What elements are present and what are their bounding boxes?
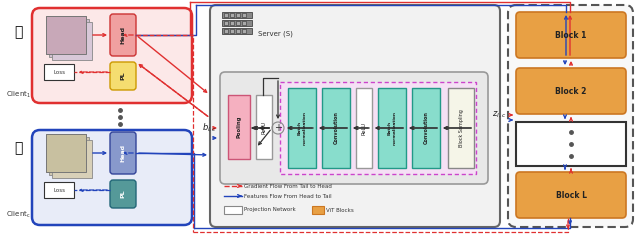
Bar [224,206,242,214]
Bar [242,21,246,25]
Text: Head: Head [120,144,125,162]
Text: 🏥: 🏥 [14,25,22,39]
Bar [222,28,252,34]
Text: 🏥: 🏥 [14,141,22,155]
Text: Server (S): Server (S) [258,31,293,37]
Text: $b_{l,c}$: $b_{l,c}$ [202,122,217,134]
Bar [52,22,92,60]
Text: Block 1: Block 1 [556,30,587,39]
Bar [230,21,234,25]
Bar [222,12,252,18]
Text: Pooling: Pooling [237,116,241,138]
Text: Loss: Loss [53,69,65,75]
Bar [46,16,86,54]
Bar [256,95,272,159]
Bar [228,95,250,159]
Text: Projection Network: Projection Network [244,207,296,212]
FancyBboxPatch shape [110,14,136,56]
Text: Block 2: Block 2 [556,87,587,96]
FancyBboxPatch shape [32,8,192,103]
Bar [312,206,324,214]
Bar [322,88,350,168]
Bar [242,13,246,17]
Bar [280,82,476,174]
Text: Batch
normalization: Batch normalization [388,111,396,145]
Bar [46,16,86,54]
Text: Block L: Block L [556,190,586,199]
Text: Convolution: Convolution [333,112,339,144]
Bar [378,88,406,168]
FancyBboxPatch shape [32,130,192,225]
Text: $\mathrm{Client_1}$: $\mathrm{Client_1}$ [6,90,31,100]
FancyBboxPatch shape [516,172,626,218]
FancyBboxPatch shape [110,180,136,208]
FancyBboxPatch shape [508,5,633,227]
Text: $z_{l,c}$: $z_{l,c}$ [492,110,506,120]
Text: Head: Head [120,26,125,44]
Text: Block Sampling: Block Sampling [458,109,463,147]
Text: Batch
normalization: Batch normalization [298,111,307,145]
Bar [44,64,74,80]
Text: Features Flow From Head to Tail: Features Flow From Head to Tail [244,194,332,198]
Bar [222,20,252,26]
Bar [288,88,316,168]
Bar [516,122,626,166]
Text: PL: PL [120,72,125,80]
Bar [236,21,240,25]
Bar [46,134,86,172]
Bar [236,29,240,33]
Bar [448,88,474,168]
FancyBboxPatch shape [516,12,626,58]
Bar [356,88,372,168]
Bar [230,13,234,17]
Text: ReLU: ReLU [362,122,367,135]
Bar [46,134,86,172]
Bar [44,182,74,198]
Text: ReLU: ReLU [262,120,266,134]
Bar [224,13,228,17]
Bar [412,88,440,168]
FancyBboxPatch shape [110,132,136,174]
Bar [230,29,234,33]
Bar [236,13,240,17]
Text: Convolution: Convolution [424,112,429,144]
Text: Gradient Flow From Tail to Head: Gradient Flow From Tail to Head [244,184,332,189]
FancyBboxPatch shape [210,5,500,227]
Text: +: + [274,123,282,133]
Bar [49,137,89,175]
FancyBboxPatch shape [220,72,488,184]
Bar [242,29,246,33]
Bar [49,19,89,57]
Text: $\mathrm{Client_c}$: $\mathrm{Client_c}$ [6,210,30,220]
Text: ViT Blocks: ViT Blocks [326,207,354,212]
Text: Loss: Loss [53,187,65,193]
FancyBboxPatch shape [516,68,626,114]
Bar [224,21,228,25]
Bar [52,140,92,178]
Text: PL: PL [120,190,125,198]
Bar [224,29,228,33]
FancyBboxPatch shape [110,62,136,90]
